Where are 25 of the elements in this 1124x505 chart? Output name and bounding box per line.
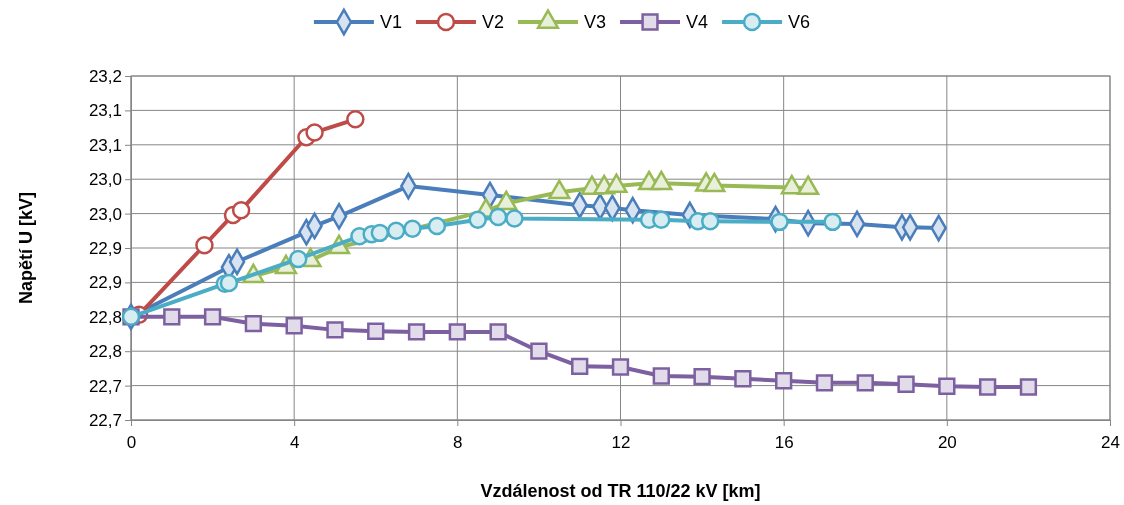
- x-tick-label: 24: [1101, 432, 1120, 452]
- legend-label: V6: [788, 12, 811, 33]
- legend-label: V2: [481, 12, 504, 33]
- y-tick-label: 22,8: [88, 342, 122, 362]
- x-tick-label: 12: [611, 432, 631, 452]
- y-tick-label: 22,9: [88, 273, 122, 293]
- y-axis-title: Napětí U [kV]: [16, 191, 36, 305]
- legend-label: V4: [686, 12, 709, 33]
- y-tick-label: 22,7: [88, 410, 122, 430]
- x-tick-label: 4: [289, 432, 300, 452]
- x-tick-label: 16: [774, 432, 794, 452]
- x-tick-label: 20: [937, 432, 957, 452]
- legend-label: V1: [379, 12, 402, 33]
- x-axis-title: Vzdálenost od TR 110/22 kV [km]: [480, 481, 761, 501]
- x-tick-label: 0: [126, 432, 137, 452]
- y-tick-label: 23,1: [88, 101, 122, 121]
- legend-label: V3: [583, 12, 607, 33]
- y-tick-label: 23,1: [88, 135, 122, 155]
- y-tick-label: 23,0: [88, 170, 122, 190]
- y-tick-label: 23,0: [88, 204, 122, 224]
- y-tick-label: 23,2: [88, 66, 122, 86]
- y-tick-label: 22,9: [88, 238, 122, 258]
- x-tick-label: 8: [453, 432, 463, 452]
- y-tick-label: 22,7: [88, 376, 122, 396]
- y-tick-label: 22,8: [88, 307, 122, 327]
